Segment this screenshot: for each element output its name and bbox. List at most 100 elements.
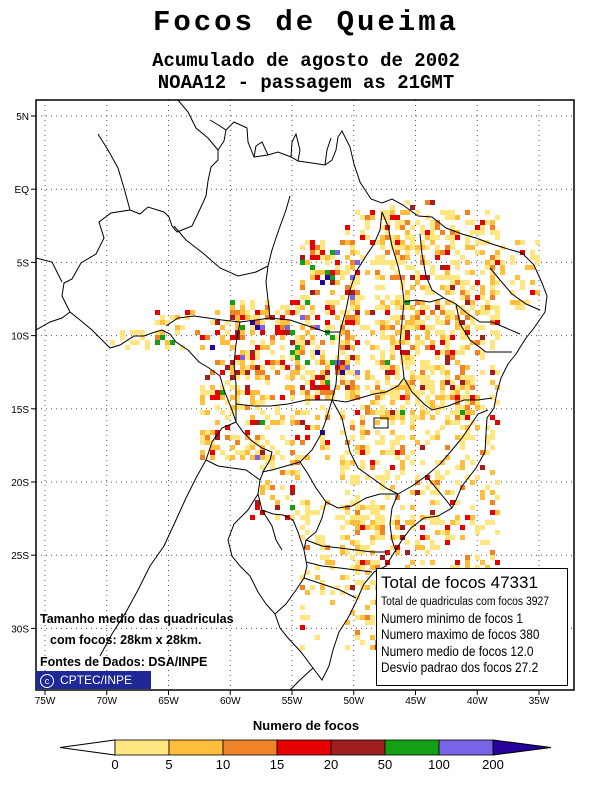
- fire-cell: [465, 555, 470, 560]
- fire-cell: [330, 560, 335, 565]
- fire-cell: [535, 255, 540, 260]
- fire-cell: [480, 250, 485, 255]
- fire-cell: [390, 485, 395, 490]
- fire-cell: [395, 550, 400, 555]
- fire-cell: [495, 420, 500, 425]
- fire-cell: [465, 260, 470, 265]
- fire-cell: [420, 445, 425, 450]
- fire-cell: [380, 475, 385, 480]
- fire-cell: [400, 445, 405, 450]
- fire-cell: [360, 420, 365, 425]
- fire-cell: [475, 250, 480, 255]
- fire-cell: [445, 215, 450, 220]
- fire-cell: [385, 295, 390, 300]
- fire-cell: [410, 275, 415, 280]
- fire-cell: [365, 235, 370, 240]
- fire-cell: [340, 410, 345, 415]
- fire-cell: [385, 220, 390, 225]
- fire-cell: [480, 525, 485, 530]
- fire-cell: [495, 400, 500, 405]
- fire-cell: [490, 520, 495, 525]
- fire-cell: [380, 485, 385, 490]
- fire-cell: [490, 555, 495, 560]
- fire-cell: [495, 385, 500, 390]
- fire-cell: [230, 310, 235, 315]
- fire-cell: [460, 365, 465, 370]
- fire-cell: [370, 210, 375, 215]
- fire-cell: [280, 325, 285, 330]
- fire-cell: [495, 255, 500, 260]
- fire-cell: [330, 250, 335, 255]
- fire-cell: [410, 435, 415, 440]
- stat-total: Total de focos 47331: [381, 573, 538, 592]
- fire-cell: [380, 520, 385, 525]
- fire-cell: [430, 325, 435, 330]
- fire-cell: [315, 635, 320, 640]
- fire-cell: [225, 330, 230, 335]
- fire-cell: [430, 405, 435, 410]
- legend-swatch: [438, 739, 494, 756]
- fire-cell: [310, 310, 315, 315]
- state-border: [331, 331, 341, 401]
- fire-cell: [410, 515, 415, 520]
- fire-cell: [365, 325, 370, 330]
- fire-cell: [370, 540, 375, 545]
- fire-cell: [375, 530, 380, 535]
- fire-cell: [335, 250, 340, 255]
- fire-cell: [215, 430, 220, 435]
- stat-std: Desvio padrao dos focos 27.2: [381, 660, 539, 675]
- fire-cell: [250, 395, 255, 400]
- fire-cell: [490, 500, 495, 505]
- fire-cell: [460, 375, 465, 380]
- fire-cell: [290, 310, 295, 315]
- fire-cell: [315, 360, 320, 365]
- fire-cell: [425, 395, 430, 400]
- fire-cell: [395, 340, 400, 345]
- fire-cell: [490, 285, 495, 290]
- fire-cell: [395, 390, 400, 395]
- tick-label-lat: 5S: [17, 258, 30, 269]
- fire-cell: [420, 490, 425, 495]
- fire-cell: [275, 410, 280, 415]
- state-border: [425, 475, 453, 509]
- fire-cell: [225, 400, 230, 405]
- fire-cell: [325, 440, 330, 445]
- fire-cell: [440, 330, 445, 335]
- fire-cell: [380, 300, 385, 305]
- fire-cell: [430, 520, 435, 525]
- fire-cell: [385, 365, 390, 370]
- fire-cell: [380, 260, 385, 265]
- fire-cell: [490, 315, 495, 320]
- fire-cell: [255, 375, 260, 380]
- fire-cell: [230, 370, 235, 375]
- fire-cell: [325, 415, 330, 420]
- fire-cell: [285, 440, 290, 445]
- fire-cell: [230, 455, 235, 460]
- stat-max: Numero maximo de focos 380: [381, 627, 540, 642]
- fire-cell: [430, 510, 435, 515]
- legend-swatch: [222, 739, 278, 756]
- fire-cell: [510, 280, 515, 285]
- fire-cell: [420, 225, 425, 230]
- fire-cell: [350, 555, 355, 560]
- fire-cell: [320, 255, 325, 260]
- fire-cell: [425, 315, 430, 320]
- fire-cell: [260, 510, 265, 515]
- fire-cell: [450, 290, 455, 295]
- fire-cell: [420, 240, 425, 245]
- fire-cell: [290, 505, 295, 510]
- fire-cell: [360, 550, 365, 555]
- fire-cell: [180, 345, 185, 350]
- fire-cell: [290, 415, 295, 420]
- fire-cell: [280, 470, 285, 475]
- fire-cell: [305, 435, 310, 440]
- fire-cell: [355, 630, 360, 635]
- fire-cell: [350, 335, 355, 340]
- fire-cell: [155, 310, 160, 315]
- fire-cell: [435, 480, 440, 485]
- fire-cell: [355, 480, 360, 485]
- fire-cell: [400, 255, 405, 260]
- fire-cell: [260, 445, 265, 450]
- fire-cell: [325, 270, 330, 275]
- fire-cell: [220, 390, 225, 395]
